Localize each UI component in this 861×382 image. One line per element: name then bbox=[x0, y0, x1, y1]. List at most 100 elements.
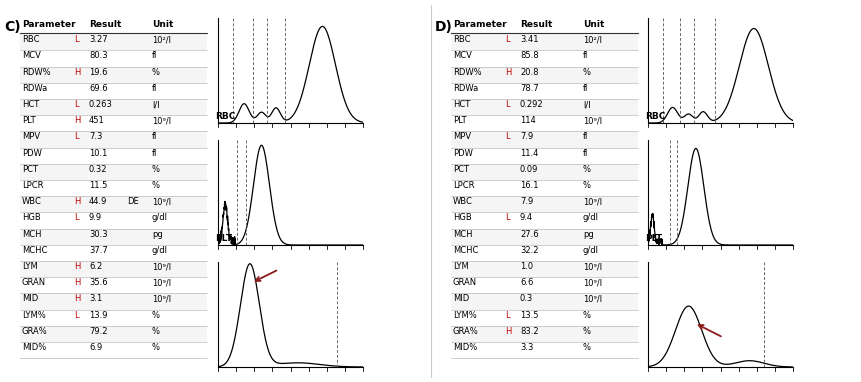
Text: 10⁹/l: 10⁹/l bbox=[152, 197, 171, 206]
Bar bbox=[20, 196, 207, 212]
Bar bbox=[20, 228, 207, 245]
Text: PDW: PDW bbox=[22, 149, 42, 158]
Text: PLT: PLT bbox=[644, 234, 661, 243]
Text: %: % bbox=[152, 181, 160, 190]
Text: HCT: HCT bbox=[22, 100, 40, 109]
Bar bbox=[450, 99, 637, 115]
Text: 85.8: 85.8 bbox=[519, 52, 538, 60]
Text: H: H bbox=[74, 68, 80, 77]
Text: MCV: MCV bbox=[453, 52, 471, 60]
Text: l/l: l/l bbox=[152, 100, 159, 109]
Text: LPCR: LPCR bbox=[453, 181, 474, 190]
Text: 11.5: 11.5 bbox=[89, 181, 108, 190]
Text: 10⁹/l: 10⁹/l bbox=[582, 278, 602, 287]
Text: DE: DE bbox=[127, 197, 139, 206]
Text: Unit: Unit bbox=[582, 20, 604, 29]
Text: 27.6: 27.6 bbox=[519, 230, 538, 239]
Text: 10⁹/l: 10⁹/l bbox=[152, 278, 171, 287]
Bar bbox=[20, 34, 207, 50]
Text: MPV: MPV bbox=[453, 133, 471, 141]
Text: 0.263: 0.263 bbox=[89, 100, 113, 109]
Text: 78.7: 78.7 bbox=[519, 84, 538, 93]
Text: 6.6: 6.6 bbox=[519, 278, 533, 287]
Text: RDWa: RDWa bbox=[453, 84, 478, 93]
Text: H: H bbox=[74, 295, 80, 303]
Text: %: % bbox=[582, 327, 591, 336]
Text: MCHC: MCHC bbox=[453, 246, 478, 255]
Text: 37.7: 37.7 bbox=[89, 246, 108, 255]
Text: LYM%: LYM% bbox=[22, 311, 46, 320]
Text: L: L bbox=[505, 133, 509, 141]
Text: fl: fl bbox=[582, 133, 588, 141]
Bar bbox=[450, 66, 637, 83]
Text: 114: 114 bbox=[519, 116, 536, 125]
Text: RBC: RBC bbox=[22, 35, 40, 44]
Text: L: L bbox=[505, 214, 509, 222]
Text: H: H bbox=[505, 327, 511, 336]
Text: 10⁹/l: 10⁹/l bbox=[582, 116, 602, 125]
Text: MID%: MID% bbox=[22, 343, 46, 352]
Text: RDWa: RDWa bbox=[22, 84, 47, 93]
Text: MCH: MCH bbox=[22, 230, 41, 239]
Text: MID%: MID% bbox=[453, 343, 477, 352]
Text: PLT: PLT bbox=[22, 116, 35, 125]
Text: L: L bbox=[505, 100, 509, 109]
Text: %: % bbox=[582, 343, 591, 352]
Bar bbox=[450, 34, 637, 50]
Text: 0.09: 0.09 bbox=[519, 165, 538, 174]
Text: D): D) bbox=[435, 20, 452, 34]
Text: 3.3: 3.3 bbox=[519, 343, 533, 352]
Text: MID: MID bbox=[453, 295, 468, 303]
Text: WBC: WBC bbox=[22, 197, 42, 206]
Bar bbox=[450, 196, 637, 212]
Bar bbox=[450, 131, 637, 147]
Text: Parameter: Parameter bbox=[22, 20, 76, 29]
Text: H: H bbox=[74, 197, 80, 206]
Text: 0.32: 0.32 bbox=[89, 165, 108, 174]
Text: 9.9: 9.9 bbox=[89, 214, 102, 222]
Text: 10.1: 10.1 bbox=[89, 149, 108, 158]
Text: 1.0: 1.0 bbox=[519, 262, 532, 271]
Text: 44.9: 44.9 bbox=[89, 197, 108, 206]
Text: 83.2: 83.2 bbox=[519, 327, 538, 336]
Text: HGB: HGB bbox=[22, 214, 40, 222]
Text: LYM%: LYM% bbox=[453, 311, 476, 320]
Text: g/dl: g/dl bbox=[582, 214, 598, 222]
Text: LYM: LYM bbox=[453, 262, 468, 271]
Text: 3.41: 3.41 bbox=[519, 35, 538, 44]
Text: 6.9: 6.9 bbox=[89, 343, 102, 352]
Text: %: % bbox=[582, 165, 591, 174]
Text: H: H bbox=[505, 68, 511, 77]
Text: H: H bbox=[74, 278, 80, 287]
Text: HGB: HGB bbox=[453, 214, 471, 222]
Bar bbox=[20, 326, 207, 342]
Text: 10²/l: 10²/l bbox=[582, 35, 601, 44]
Text: 451: 451 bbox=[89, 116, 105, 125]
Text: LYM: LYM bbox=[22, 262, 38, 271]
Text: fl: fl bbox=[152, 84, 158, 93]
Text: 69.6: 69.6 bbox=[89, 84, 108, 93]
Text: %: % bbox=[152, 343, 160, 352]
Text: MCH: MCH bbox=[453, 230, 472, 239]
Text: 6.2: 6.2 bbox=[89, 262, 102, 271]
Text: L: L bbox=[74, 214, 78, 222]
Text: %: % bbox=[152, 165, 160, 174]
Bar bbox=[450, 228, 637, 245]
Text: l/l: l/l bbox=[582, 100, 590, 109]
Text: RDW%: RDW% bbox=[22, 68, 51, 77]
Text: fl: fl bbox=[582, 149, 588, 158]
Text: L: L bbox=[74, 133, 78, 141]
Text: L: L bbox=[74, 100, 78, 109]
Text: L: L bbox=[505, 35, 509, 44]
Text: fl: fl bbox=[582, 52, 588, 60]
Text: LPCR: LPCR bbox=[22, 181, 43, 190]
Text: fl: fl bbox=[152, 133, 158, 141]
Text: RBC: RBC bbox=[644, 112, 665, 121]
Text: 35.6: 35.6 bbox=[89, 278, 108, 287]
Text: pg: pg bbox=[152, 230, 163, 239]
Text: C): C) bbox=[4, 20, 21, 34]
Text: %: % bbox=[582, 311, 591, 320]
Text: Unit: Unit bbox=[152, 20, 173, 29]
Text: HCT: HCT bbox=[453, 100, 470, 109]
Text: 13.5: 13.5 bbox=[519, 311, 538, 320]
